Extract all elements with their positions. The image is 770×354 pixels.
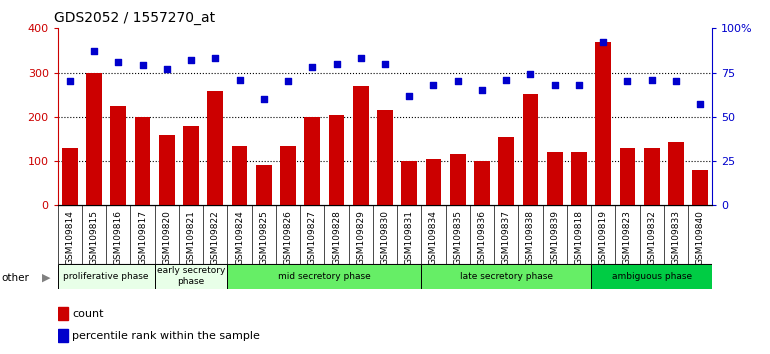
Bar [86,73,102,205]
Text: proliferative phase: proliferative phase [63,272,149,281]
Bar [135,117,150,205]
Point [451,79,464,84]
Point [645,77,658,82]
Text: GSM109824: GSM109824 [235,210,244,265]
Bar [644,148,660,205]
Bar [207,91,223,205]
Point [185,57,197,63]
Text: other: other [2,273,29,283]
Text: percentile rank within the sample: percentile rank within the sample [72,331,260,341]
Text: GSM109826: GSM109826 [283,210,293,265]
Text: GSM109816: GSM109816 [114,210,123,265]
Text: GSM109829: GSM109829 [357,210,365,265]
Bar [620,148,635,205]
Text: ▶: ▶ [42,273,50,283]
Bar [227,264,421,289]
Bar [280,145,296,205]
Text: late secretory phase: late secretory phase [460,272,553,281]
Bar [155,264,227,289]
Bar [256,166,272,205]
Bar [547,152,563,205]
Point [597,40,609,45]
Point [670,79,682,84]
Bar [58,330,68,342]
Text: ambiguous phase: ambiguous phase [611,272,691,281]
Text: GDS2052 / 1557270_at: GDS2052 / 1557270_at [54,11,215,24]
Point [524,72,537,77]
Point [476,87,488,93]
Point [548,82,561,88]
Bar [232,145,247,205]
Text: GSM109835: GSM109835 [454,210,462,265]
Text: GSM109831: GSM109831 [405,210,413,265]
Bar [523,94,538,205]
Bar [668,143,684,205]
Point [379,61,391,67]
Text: GSM109830: GSM109830 [380,210,390,265]
Point [161,66,173,72]
Text: GSM109814: GSM109814 [65,210,75,265]
Bar [159,135,175,205]
Text: GSM109839: GSM109839 [551,210,559,265]
Point [573,82,585,88]
Point [427,82,440,88]
Bar [353,86,369,205]
Text: GSM109837: GSM109837 [502,210,511,265]
Bar [421,264,591,289]
Text: GSM109827: GSM109827 [308,210,316,265]
Text: GSM109819: GSM109819 [598,210,608,265]
Bar [474,161,490,205]
Text: GSM109815: GSM109815 [89,210,99,265]
Text: GSM109834: GSM109834 [429,210,438,265]
Text: count: count [72,309,104,319]
Point [88,48,100,54]
Text: GSM109825: GSM109825 [259,210,268,265]
Point [64,79,76,84]
Point [403,93,415,98]
Bar [401,161,417,205]
Bar [571,152,587,205]
Bar [329,115,344,205]
Bar [498,137,514,205]
Bar [62,148,78,205]
Bar [183,126,199,205]
Text: GSM109833: GSM109833 [671,210,681,265]
Point [136,63,149,68]
Point [306,64,319,70]
Text: mid secretory phase: mid secretory phase [278,272,371,281]
Point [282,79,294,84]
Text: GSM109822: GSM109822 [211,210,219,265]
Bar [58,264,155,289]
Point [694,102,706,107]
Bar [595,42,611,205]
Bar [692,170,708,205]
Point [209,56,222,61]
Text: GSM109832: GSM109832 [647,210,656,265]
Text: GSM109840: GSM109840 [695,210,705,265]
Bar [304,117,320,205]
Text: GSM109823: GSM109823 [623,210,632,265]
Bar [110,106,126,205]
Point [258,96,270,102]
Point [621,79,634,84]
Point [330,61,343,67]
Text: early secretory
phase: early secretory phase [157,267,226,286]
Text: GSM109817: GSM109817 [138,210,147,265]
Text: GSM109818: GSM109818 [574,210,584,265]
Point [355,56,367,61]
Text: GSM109836: GSM109836 [477,210,487,265]
Bar [450,154,466,205]
Text: GSM109838: GSM109838 [526,210,535,265]
Bar [377,110,393,205]
Bar [591,264,712,289]
Bar [58,307,68,320]
Text: GSM109820: GSM109820 [162,210,172,265]
Text: GSM109828: GSM109828 [332,210,341,265]
Bar [426,159,441,205]
Point [500,77,512,82]
Point [233,77,246,82]
Point [112,59,125,65]
Text: GSM109821: GSM109821 [186,210,196,265]
